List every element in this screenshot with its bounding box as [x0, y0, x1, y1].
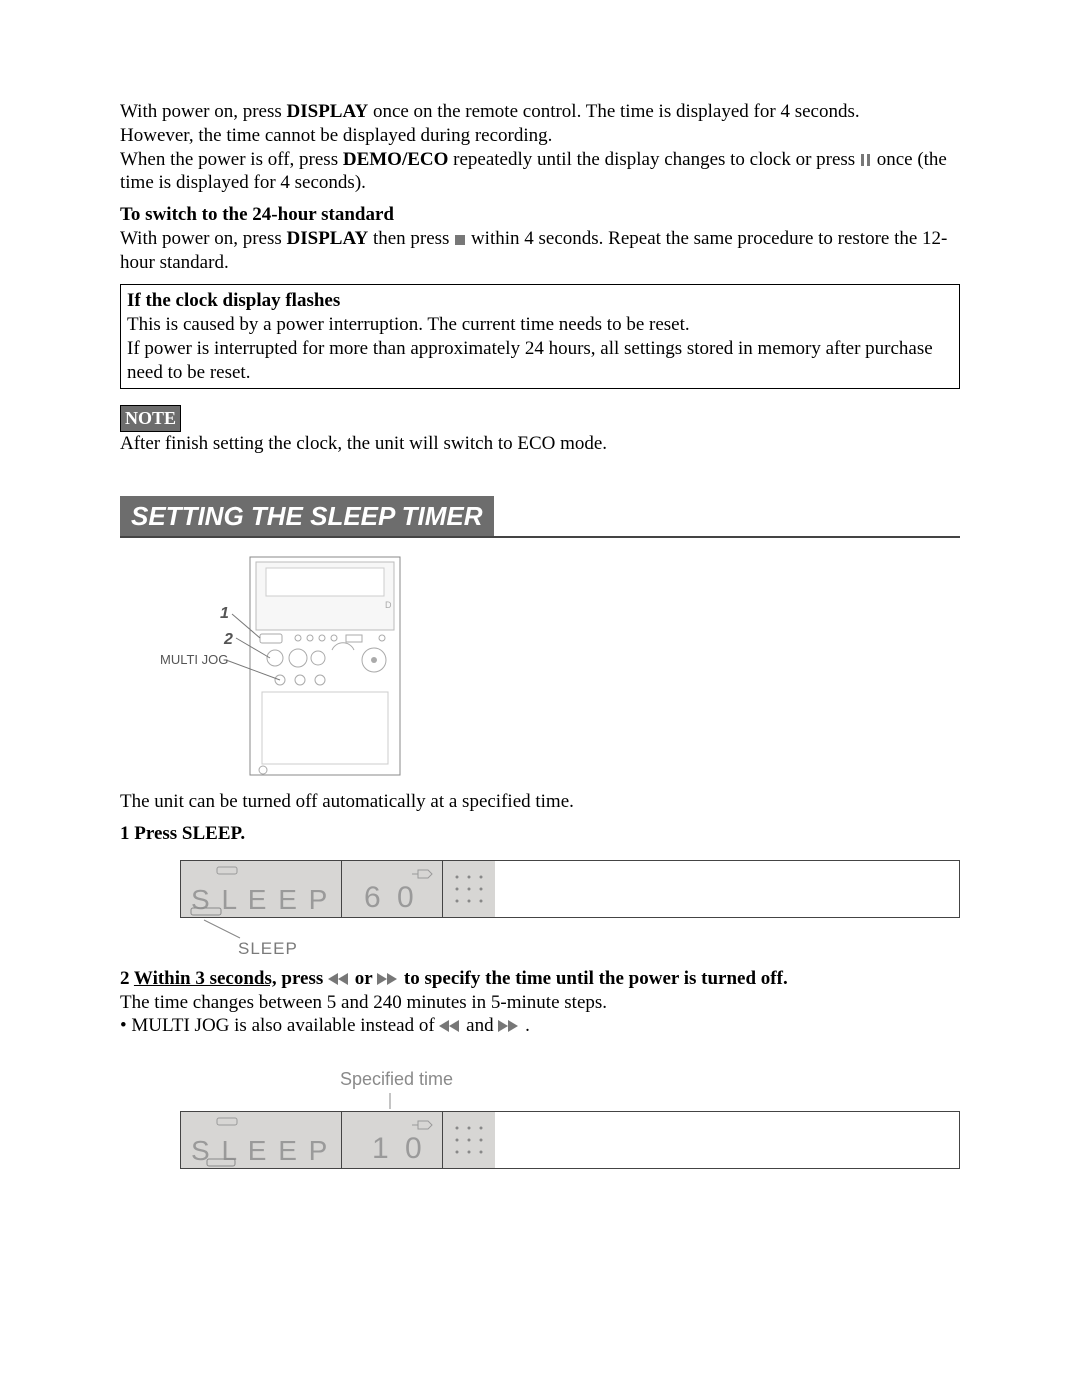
fastforward-icon — [498, 1020, 520, 1033]
fastforward-icon — [377, 973, 399, 986]
svg-text:MULTI JOG: MULTI JOG — [160, 652, 228, 667]
box-text: This is caused by a power interruption. … — [127, 313, 953, 337]
svg-text:S L E E P: S L E E P — [191, 884, 329, 915]
step-2: 2 Within 3 seconds, press or to specify … — [120, 967, 960, 991]
paragraph: However, the time cannot be displayed du… — [120, 124, 960, 148]
paragraph: • MULTI JOG is also available instead of… — [120, 1014, 960, 1038]
display-keyword: DISPLAY — [287, 101, 369, 122]
lcd-panel-2: S L E E P 1 0 — [180, 1111, 960, 1169]
section-heading-wrap: SETTING THE SLEEP TIMER — [120, 496, 960, 539]
svg-text:1 0: 1 0 — [372, 1132, 426, 1165]
text: With power on, press — [120, 101, 287, 122]
text: 2 — [120, 968, 134, 989]
paragraph: With power on, press DISPLAY then press … — [120, 227, 960, 275]
text: When the power is off, press — [120, 149, 343, 170]
text: repeatedly until the display changes to … — [448, 149, 860, 170]
rewind-icon — [328, 973, 350, 986]
clock-flash-box: If the clock display flashes This is cau… — [120, 284, 960, 389]
sleep-intro: The unit can be turned off automatically… — [120, 790, 960, 814]
svg-text:2: 2 — [223, 631, 233, 648]
svg-text:S L E E P: S L E E P — [191, 1135, 329, 1166]
manual-page: With power on, press DISPLAY once on the… — [120, 100, 960, 1169]
sleep-label: SLEEP — [238, 938, 960, 959]
svg-text:6 0: 6 0 — [364, 881, 418, 914]
display-keyword: DISPLAY — [287, 228, 369, 249]
section-heading: SETTING THE SLEEP TIMER — [120, 496, 494, 537]
rewind-icon — [439, 1020, 461, 1033]
lcd-panel-1: S L E E P 6 0 SLEE — [180, 860, 960, 959]
text: or — [355, 968, 377, 989]
text: to specify the time until the power is t… — [404, 968, 788, 989]
note-text: After finish setting the clock, the unit… — [120, 432, 960, 456]
paragraph: The time changes between 5 and 240 minut… — [120, 991, 960, 1015]
text: . — [525, 1015, 530, 1036]
device-diagram: 1 2 MULTI JOG D — [160, 552, 450, 782]
subheading-24hour: To switch to the 24-hour standard — [120, 203, 960, 227]
pause-icon — [860, 153, 872, 167]
text: once on the remote control. The time is … — [368, 101, 859, 122]
text: and — [466, 1015, 498, 1036]
svg-text:D: D — [385, 600, 392, 610]
specified-time-pointer — [180, 1091, 540, 1111]
text: • MULTI JOG is also available instead of — [120, 1015, 439, 1036]
demoeco-keyword: DEMO/ECO — [343, 149, 449, 170]
note-badge: NOTE — [120, 405, 181, 432]
text: press — [277, 968, 328, 989]
text: With power on, press — [120, 228, 287, 249]
text: then press — [368, 228, 454, 249]
box-text: If power is interrupted for more than ap… — [127, 337, 953, 385]
paragraph: When the power is off, press DEMO/ECO re… — [120, 148, 960, 196]
step-1: 1 Press SLEEP. — [120, 822, 960, 846]
svg-text:1: 1 — [220, 605, 229, 622]
specified-time-label: Specified time — [340, 1068, 960, 1091]
stop-icon — [454, 234, 466, 246]
box-title: If the clock display flashes — [127, 289, 953, 313]
within-3-seconds: Within 3 seconds, — [134, 968, 277, 989]
paragraph: With power on, press DISPLAY once on the… — [120, 100, 960, 124]
